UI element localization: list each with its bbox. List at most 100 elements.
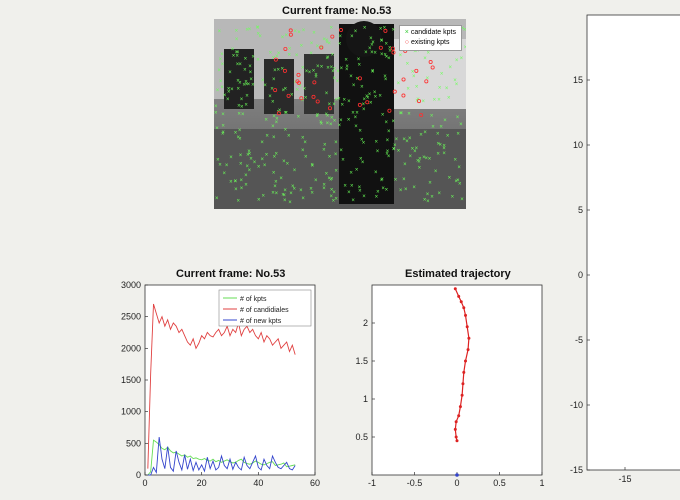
y-tick-label: 10 xyxy=(573,140,583,150)
candidate-kpt-marker: × xyxy=(338,41,342,47)
candidate-kpt-marker: × xyxy=(403,162,407,168)
candidate-kpt-marker: × xyxy=(223,93,227,99)
candidate-kpt-marker: × xyxy=(406,62,410,68)
candidate-kpt-marker: × xyxy=(232,53,236,59)
candidate-kpt-marker: × xyxy=(384,77,388,83)
candidate-kpt-marker: × xyxy=(334,140,338,146)
candidate-kpt-marker: × xyxy=(326,114,330,120)
candidate-kpt-marker: × xyxy=(249,77,253,83)
candidate-kpt-marker: × xyxy=(297,114,301,120)
x-tick-label: 60 xyxy=(310,478,320,488)
candidate-kpt-marker: × xyxy=(332,190,336,196)
candidate-kpt-marker: × xyxy=(240,186,244,192)
candidate-kpt-marker: × xyxy=(456,115,460,121)
candidate-kpt-marker: × xyxy=(304,96,308,102)
candidate-kpt-marker: × xyxy=(380,178,384,184)
existing-kpt-marker xyxy=(391,50,396,55)
candidate-kpt-marker: × xyxy=(265,134,269,140)
candidate-kpt-marker: × xyxy=(368,92,372,98)
image-legend: × candidate kpts ○ existing kpts xyxy=(398,25,462,51)
legend-entry-candidate: × candidate kpts xyxy=(404,29,456,36)
x-tick-label: 20 xyxy=(197,478,207,488)
trajectory-point xyxy=(467,336,471,340)
candidate-kpt-marker: × xyxy=(368,46,372,52)
camera-frame-panel: × × × × × × × × × × × × × × × × × × × × × × × × × × × × × × × × × × × × × × × ×… xyxy=(214,19,468,209)
candidate-kpt-marker: × xyxy=(314,72,318,78)
candidate-kpt-marker: × xyxy=(215,196,219,202)
candidate-kpt-marker: × xyxy=(464,45,466,51)
y-tick-label: 1000 xyxy=(121,407,141,417)
candidate-kpt-marker: × xyxy=(299,188,303,194)
candidate-kpt-marker: × xyxy=(261,78,265,84)
candidate-kpt-marker: × xyxy=(344,58,348,64)
trajectory-point xyxy=(459,300,463,304)
candidate-kpt-marker: × xyxy=(257,164,261,170)
trajectory-point xyxy=(453,287,457,291)
candidate-kpt-marker: × xyxy=(460,197,464,203)
trajectory-point xyxy=(461,382,465,386)
existing-kpt-marker xyxy=(273,88,278,93)
candidate-kpt-marker: × xyxy=(380,38,384,44)
candidate-kpt-marker: × xyxy=(230,87,234,93)
candidate-kpt-marker: × xyxy=(327,41,331,47)
candidate-kpt-marker: × xyxy=(422,99,426,105)
candidate-kpt-marker: × xyxy=(261,157,265,163)
candidate-kpt-marker: × xyxy=(297,30,301,36)
candidate-kpt-marker: × xyxy=(330,176,334,182)
candidate-kpt-marker: × xyxy=(239,153,243,159)
candidate-kpt-marker: × xyxy=(237,103,241,109)
candidate-kpt-marker: × xyxy=(261,194,265,200)
candidate-kpt-marker: × xyxy=(241,112,245,118)
candidate-kpt-marker: × xyxy=(272,114,276,120)
candidate-kpt-marker: × xyxy=(316,64,320,70)
candidate-kpt-marker: × xyxy=(234,131,238,137)
candidate-kpt-marker: × xyxy=(284,33,288,39)
candidate-kpt-marker: × xyxy=(336,69,340,75)
candidate-kpt-marker: × xyxy=(383,26,387,32)
existing-kpt-marker xyxy=(387,108,392,113)
candidate-kpt-marker: × xyxy=(322,183,326,189)
existing-kpt-marker xyxy=(390,46,395,51)
keypoint-counts-chart: 0 20 40 60 0 500 1000 1500 2000 2500 3000 # of kpts… xyxy=(121,280,320,488)
candidate-kpt-marker: × xyxy=(274,151,278,157)
candidate-kpt-marker: × xyxy=(247,149,251,155)
candidate-kpt-marker: × xyxy=(360,137,364,143)
candidate-kpt-marker: × xyxy=(320,64,324,70)
existing-kpt-marker xyxy=(401,77,406,82)
candidate-kpt-marker: × xyxy=(373,51,377,57)
candidate-kpt-marker: × xyxy=(281,192,285,198)
candidate-kpt-marker: × xyxy=(263,83,267,89)
candidate-kpt-marker: × xyxy=(334,98,338,104)
candidate-kpt-marker: × xyxy=(426,192,430,198)
candidate-kpt-marker: × xyxy=(244,182,248,188)
candidate-kpt-marker: × xyxy=(376,189,380,195)
candidate-kpt-marker: × xyxy=(409,154,413,160)
candidate-kpt-marker: × xyxy=(402,177,406,183)
candidate-kpt-marker: × xyxy=(281,35,285,41)
trajectory-point xyxy=(464,313,467,317)
candidate-kpt-marker: × xyxy=(255,25,259,31)
candidate-kpt-marker: × xyxy=(236,62,240,68)
candidate-kpt-marker: × xyxy=(433,97,437,103)
x-tick-label: 0 xyxy=(142,478,147,488)
candidate-kpt-marker: × xyxy=(419,132,423,138)
image-panel-title: Current frame: No.53 xyxy=(282,5,392,17)
candidate-kpt-marker: × xyxy=(359,157,363,163)
candidate-kpt-marker: × xyxy=(244,79,248,85)
candidate-kpt-marker: × xyxy=(286,162,290,168)
candidate-kpt-marker: × xyxy=(383,53,387,59)
candidate-kpt-marker: × xyxy=(438,143,442,149)
candidate-kpt-marker: × xyxy=(219,79,223,85)
candidate-kpt-marker: × xyxy=(229,180,233,186)
candidate-kpt-marker: × xyxy=(248,152,252,158)
candidate-kpt-marker: × xyxy=(388,45,392,51)
candidate-kpt-marker: × xyxy=(303,86,307,92)
candidate-kpt-marker: × xyxy=(289,191,293,197)
window-2 xyxy=(264,59,294,114)
candidate-kpt-marker: × xyxy=(336,79,340,85)
candidate-kpt-marker: × xyxy=(281,66,285,72)
candidate-kpt-marker: × xyxy=(431,125,435,131)
candidate-kpt-marker: × xyxy=(272,170,276,176)
candidate-kpt-marker: × xyxy=(330,26,334,32)
candidate-kpt-marker: × xyxy=(448,65,452,71)
